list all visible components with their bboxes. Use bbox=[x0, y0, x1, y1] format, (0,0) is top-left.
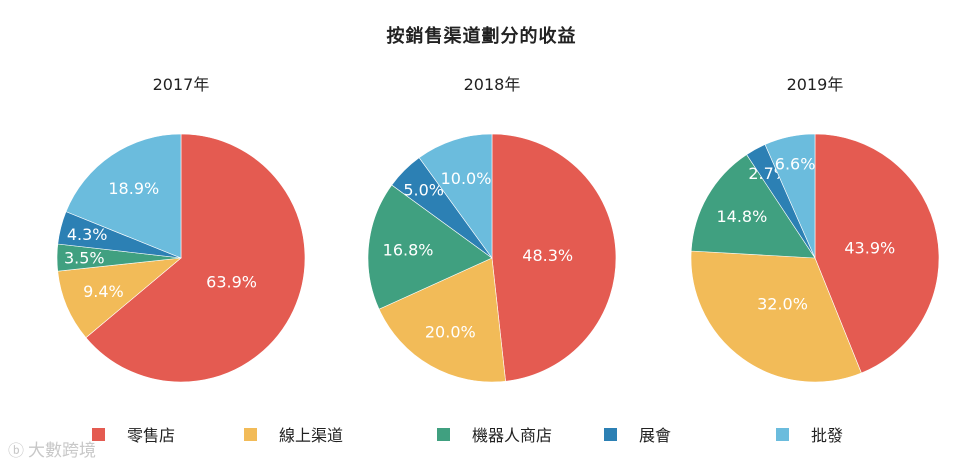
legend: 零售店 線上渠道 機器人商店 展會 批發 bbox=[0, 422, 963, 446]
pie-slice bbox=[65, 133, 182, 259]
slice-value-label: 63.9% bbox=[206, 273, 257, 292]
pie-slice bbox=[690, 154, 816, 259]
legend-swatch bbox=[776, 427, 789, 441]
pie-slice bbox=[85, 133, 306, 383]
watermark: ⓑ 大數跨境 bbox=[8, 436, 97, 462]
slice-value-label: 3.5% bbox=[64, 249, 105, 268]
slice-value-label: 43.9% bbox=[844, 238, 895, 257]
pie-slice bbox=[418, 133, 493, 259]
pie-title: 2019年 bbox=[787, 75, 844, 94]
pie-slice bbox=[690, 250, 862, 383]
pie-0: 2017年 63.9% 9.4% 3.5% 4.3% 18.9% bbox=[56, 75, 306, 383]
slice-value-label: 20.0% bbox=[425, 322, 476, 341]
slice-value-label: 5.0% bbox=[403, 181, 444, 200]
legend-label: 零售店 bbox=[127, 426, 176, 445]
legend-label: 展會 bbox=[639, 426, 672, 445]
legend-item: 展會 bbox=[604, 422, 671, 446]
legend-item: 機器人商店 bbox=[437, 422, 552, 446]
slice-value-label: 48.3% bbox=[522, 246, 573, 265]
legend-swatch bbox=[437, 427, 450, 441]
legend-swatch bbox=[244, 427, 257, 441]
chart-title: 按銷售渠道劃分的收益 bbox=[386, 26, 577, 47]
slice-value-label: 16.8% bbox=[383, 240, 434, 259]
pie-title: 2018年 bbox=[464, 75, 521, 94]
watermark-logo-icon: ⓑ bbox=[8, 440, 25, 460]
legend-item: 批發 bbox=[776, 422, 843, 446]
slice-value-label: 6.6% bbox=[775, 154, 816, 173]
legend-swatch bbox=[92, 427, 105, 441]
pie-slice bbox=[491, 133, 617, 382]
pie-slice bbox=[367, 184, 493, 310]
slice-value-label: 14.8% bbox=[716, 207, 767, 226]
watermark-text: 大數跨境 bbox=[28, 441, 97, 461]
slice-value-label: 18.9% bbox=[108, 179, 159, 198]
pie-charts: 2017年 63.9% 9.4% 3.5% 4.3% 18.9% 2018年 48.3% 20.… bbox=[56, 75, 940, 383]
legend-label: 線上渠道 bbox=[279, 426, 344, 445]
legend-item: 線上渠道 bbox=[244, 422, 343, 446]
slice-value-label: 9.4% bbox=[83, 282, 124, 301]
pie-slice bbox=[764, 133, 816, 259]
legend-label: 批發 bbox=[811, 426, 844, 445]
pie-1: 2018年 48.3% 20.0% 16.8% 5.0%10.0% bbox=[367, 75, 617, 383]
pie-slice bbox=[378, 257, 506, 383]
slice-value-label: 10.0% bbox=[441, 169, 492, 188]
slice-value-label: 32.0% bbox=[757, 294, 808, 313]
legend-label: 機器人商店 bbox=[472, 426, 553, 445]
legend-swatch bbox=[604, 427, 617, 441]
legend-item: 零售店 bbox=[92, 422, 175, 446]
pie-slice bbox=[814, 133, 940, 374]
pie-title: 2017年 bbox=[153, 75, 210, 94]
slice-value-label: 4.3% bbox=[67, 225, 108, 244]
